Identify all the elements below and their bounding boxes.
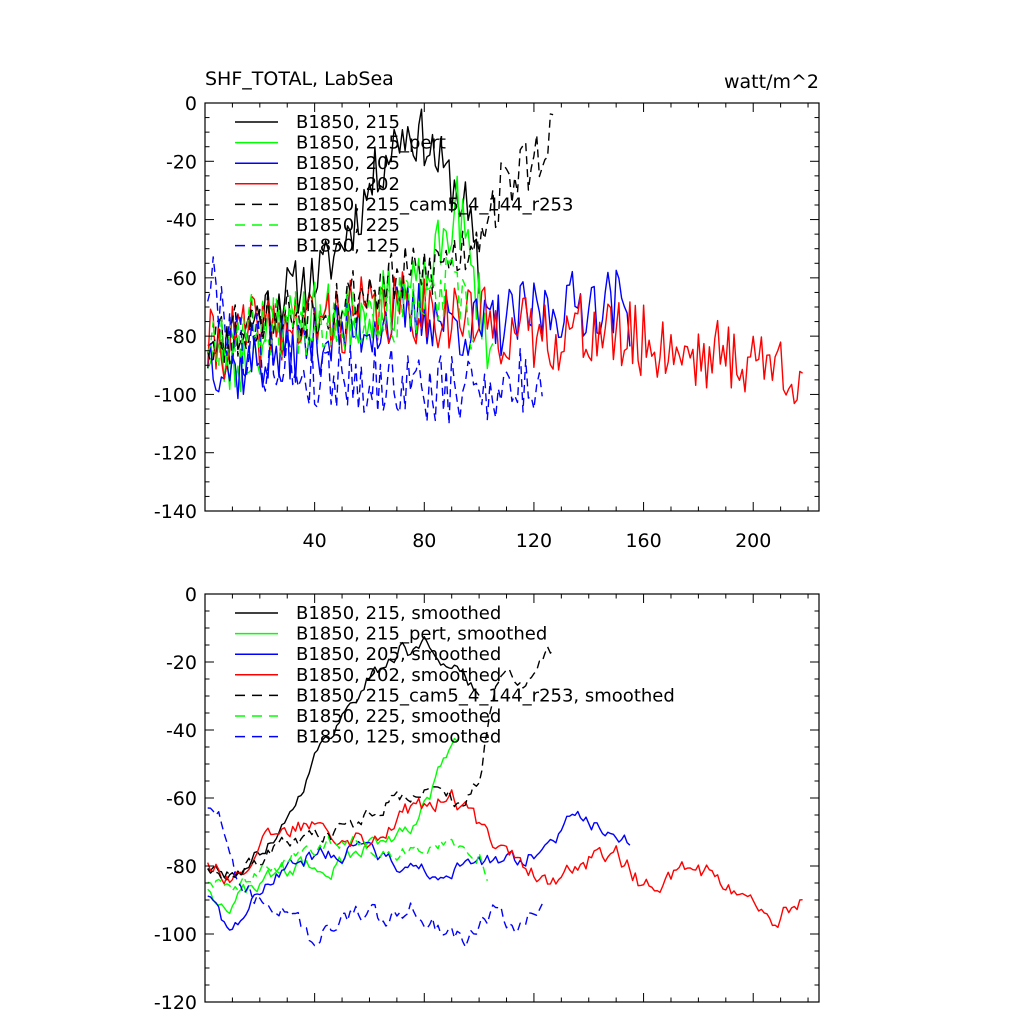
legend-label: B1850, 215_pert, smoothed — [296, 624, 547, 645]
series-line-0-3 — [207, 271, 803, 405]
y-tick-label: -60 — [166, 788, 197, 810]
x-tick-label: 40 — [303, 530, 327, 552]
series-group — [207, 636, 803, 948]
series-line-0-4 — [207, 113, 554, 363]
units-label: watt/m^2 — [724, 71, 819, 93]
y-tick-label: -80 — [166, 326, 197, 348]
series-line-1-4 — [207, 646, 554, 880]
series-line-0-5 — [207, 255, 475, 367]
y-tick-label: -20 — [166, 652, 197, 674]
series-line-1-2 — [207, 810, 631, 931]
legend-label: B1850, 215, smoothed — [296, 603, 501, 624]
y-tick-label: -120 — [154, 443, 197, 465]
legend-label: B1850, 215_pert — [296, 133, 446, 154]
y-tick-label: -40 — [166, 720, 197, 742]
x-tick-label: 80 — [412, 530, 436, 552]
series-line-1-5 — [207, 835, 488, 892]
chart-title: SHF_TOTAL, LabSea — [205, 68, 394, 90]
legend-label: B1850, 125, smoothed — [296, 727, 501, 748]
series-group — [207, 108, 803, 425]
y-tick-label: -120 — [154, 992, 197, 1014]
y-tick-label: 0 — [185, 93, 197, 115]
series-line-1-6 — [207, 807, 543, 948]
legend-label: B1850, 205, smoothed — [296, 644, 501, 665]
y-tick-label: -100 — [154, 924, 197, 946]
legend-label: B1850, 202 — [296, 174, 400, 195]
legend-label: B1850, 202, smoothed — [296, 665, 501, 686]
y-tick-label: 0 — [185, 584, 197, 606]
legend-label: B1850, 225 — [296, 215, 400, 236]
series-line-1-3 — [207, 789, 803, 928]
legend-label: B1850, 215_cam5_4_144_r253 — [296, 194, 573, 215]
x-tick-label: 160 — [625, 530, 661, 552]
y-tick-label: -20 — [166, 151, 197, 173]
series-line-0-2 — [207, 269, 631, 400]
y-tick-label: -40 — [166, 210, 197, 232]
legend-label: B1850, 125 — [296, 236, 400, 257]
series-line-1-1 — [207, 737, 458, 914]
y-tick-label: -60 — [166, 268, 197, 290]
legend-label: B1850, 215 — [296, 112, 400, 133]
x-tick-label: 120 — [516, 530, 552, 552]
y-tick-label: -100 — [154, 384, 197, 406]
x-tick-label: 200 — [735, 530, 771, 552]
legend-label: B1850, 225, smoothed — [296, 706, 501, 727]
legend-label: B1850, 205 — [296, 153, 400, 174]
series-line-1-0 — [207, 636, 480, 881]
y-tick-label: -140 — [154, 501, 197, 523]
legend-label: B1850, 215_cam5_4_144_r253, smoothed — [296, 685, 675, 706]
y-tick-label: -80 — [166, 856, 197, 878]
